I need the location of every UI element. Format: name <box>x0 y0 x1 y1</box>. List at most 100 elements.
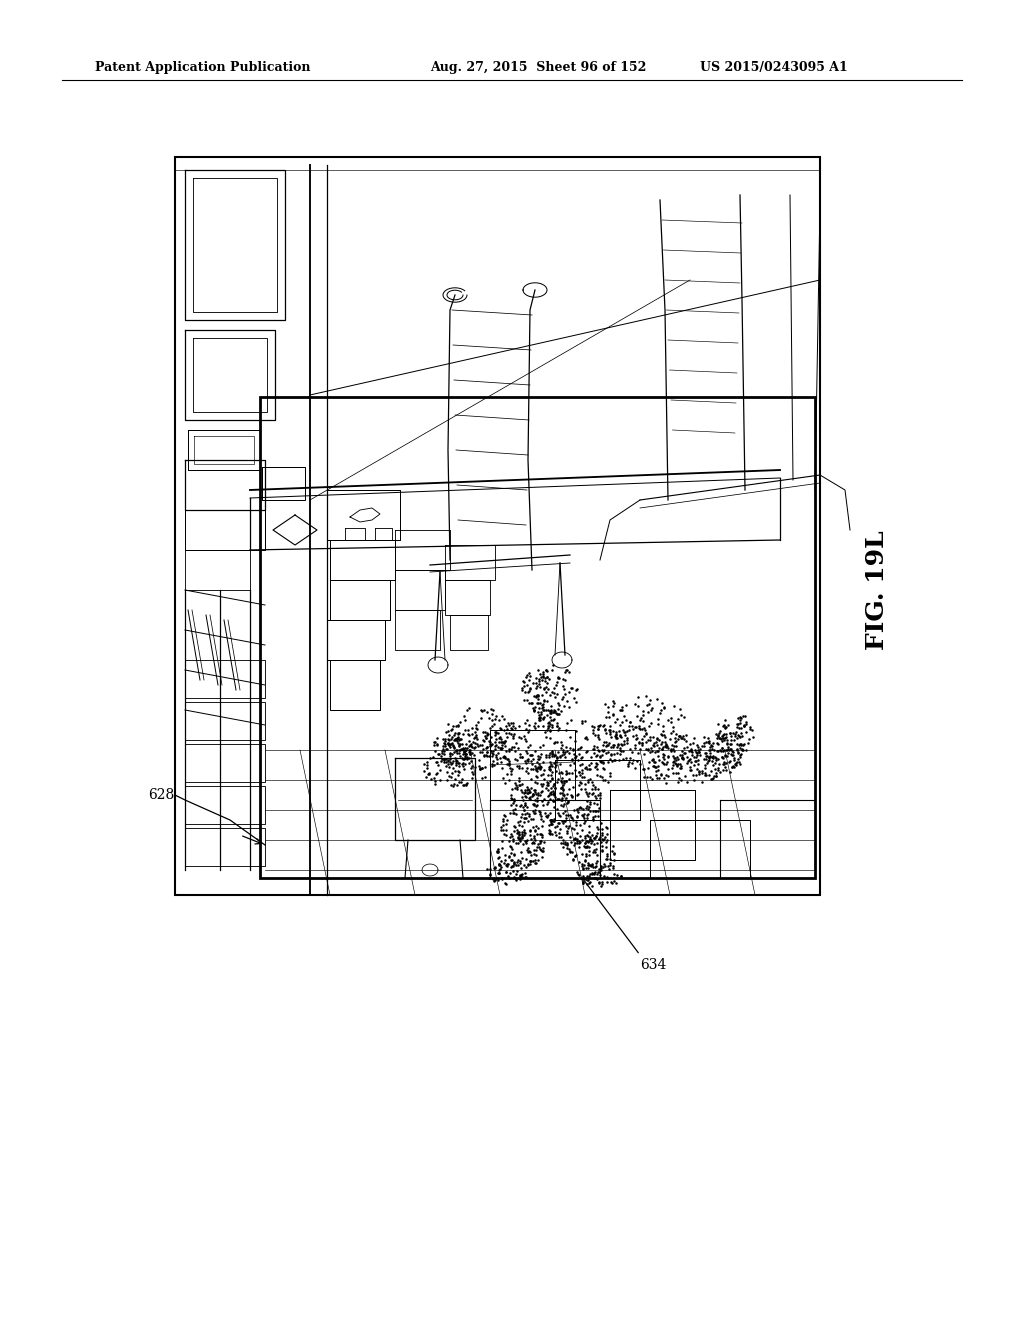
Point <box>549 715 565 737</box>
Point <box>512 796 528 817</box>
Point <box>612 700 629 721</box>
Point <box>657 764 674 785</box>
Point <box>712 762 728 783</box>
Point <box>516 807 532 828</box>
Point <box>531 697 548 718</box>
Point <box>565 834 582 855</box>
Point <box>469 711 485 733</box>
Point <box>458 734 474 755</box>
Point <box>517 681 534 702</box>
Point <box>715 715 731 737</box>
Point <box>467 726 483 747</box>
Point <box>481 737 498 758</box>
Point <box>486 857 503 878</box>
Point <box>545 655 561 676</box>
Point <box>468 718 484 739</box>
Point <box>532 784 549 805</box>
Point <box>475 744 492 766</box>
Point <box>547 686 563 708</box>
Point <box>590 718 606 739</box>
Point <box>673 770 689 791</box>
Point <box>524 800 541 821</box>
Point <box>538 660 554 681</box>
Point <box>451 723 467 744</box>
Point <box>585 719 601 741</box>
Point <box>492 854 508 875</box>
Point <box>733 718 750 739</box>
Point <box>536 700 552 721</box>
Point <box>479 858 496 879</box>
Point <box>532 759 549 780</box>
Point <box>562 678 579 700</box>
Point <box>547 821 563 842</box>
Point <box>632 710 648 731</box>
Point <box>507 777 523 799</box>
Point <box>655 737 672 758</box>
Point <box>558 719 574 741</box>
Point <box>588 801 604 822</box>
Point <box>507 741 523 762</box>
Point <box>510 758 526 779</box>
Point <box>730 748 746 770</box>
Point <box>722 734 738 755</box>
Point <box>592 865 608 886</box>
Point <box>527 803 544 824</box>
Point <box>530 748 547 770</box>
Point <box>705 733 721 754</box>
Point <box>502 826 518 847</box>
Point <box>445 751 462 772</box>
Point <box>550 741 566 762</box>
Point <box>645 748 662 770</box>
Point <box>549 684 565 705</box>
Point <box>429 762 445 783</box>
Point <box>582 759 598 780</box>
Point <box>484 741 501 762</box>
Point <box>602 853 618 874</box>
Point <box>539 719 555 741</box>
Point <box>559 832 575 853</box>
Point <box>614 748 631 770</box>
Point <box>728 717 744 738</box>
Point <box>447 750 464 771</box>
Point <box>501 770 517 791</box>
Point <box>521 665 538 686</box>
Point <box>436 735 453 756</box>
Point <box>605 843 622 865</box>
Point <box>648 760 665 781</box>
Point <box>508 833 524 854</box>
Point <box>528 836 545 857</box>
Point <box>447 750 464 771</box>
Point <box>611 750 628 771</box>
Point <box>549 715 565 737</box>
Point <box>516 812 532 833</box>
Point <box>568 862 585 883</box>
Point <box>731 726 748 747</box>
Point <box>501 830 517 851</box>
Point <box>578 828 594 849</box>
Point <box>584 715 600 737</box>
Point <box>553 833 569 854</box>
Point <box>501 752 517 774</box>
Point <box>535 795 551 816</box>
Point <box>486 737 503 758</box>
Point <box>475 731 492 752</box>
Point <box>649 767 666 788</box>
Point <box>457 747 473 768</box>
Point <box>580 853 596 874</box>
Point <box>452 746 468 767</box>
Point <box>512 865 528 886</box>
Point <box>543 777 559 799</box>
Point <box>682 734 698 755</box>
Point <box>532 756 549 777</box>
Point <box>535 697 551 718</box>
Point <box>598 830 614 851</box>
Point <box>563 807 580 828</box>
Point <box>506 867 522 888</box>
Point <box>593 859 609 880</box>
Point <box>581 804 597 825</box>
Point <box>555 803 571 824</box>
Point <box>603 873 620 894</box>
Point <box>681 750 697 771</box>
Point <box>526 829 543 850</box>
Point <box>611 719 628 741</box>
